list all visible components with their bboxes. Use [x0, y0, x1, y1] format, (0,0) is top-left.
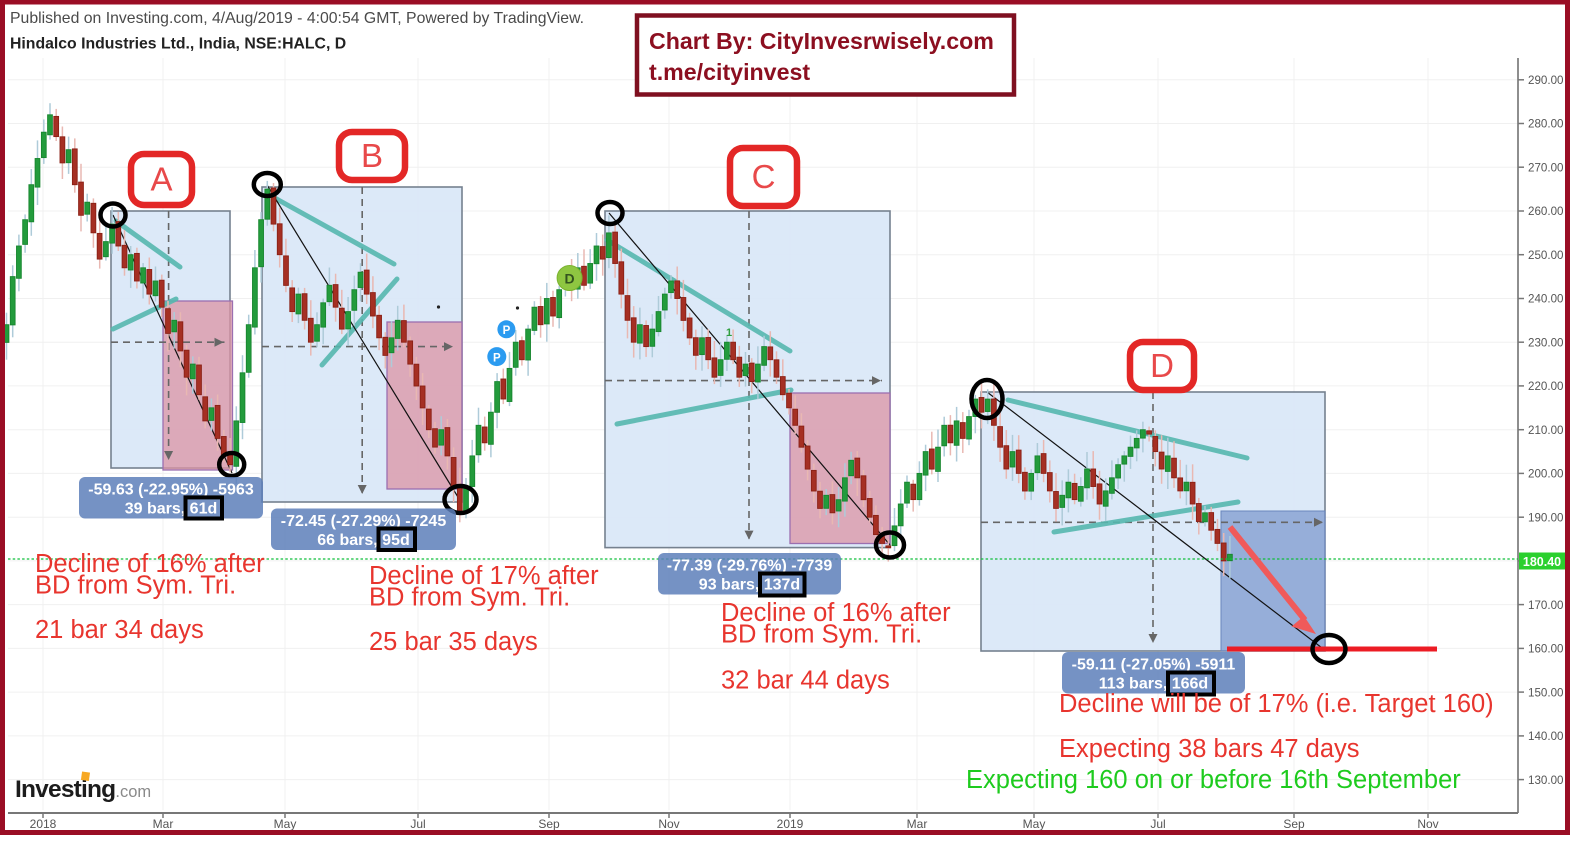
svg-text:260.00: 260.00 [1528, 205, 1563, 218]
svg-text:200.00: 200.00 [1528, 468, 1563, 481]
svg-text:May: May [1023, 817, 1046, 831]
svg-text:C: C [752, 158, 776, 195]
svg-text:Hindalco Industries Ltd., Indi: Hindalco Industries Ltd., India, NSE:HAL… [10, 36, 346, 53]
svg-text:180.40: 180.40 [1523, 555, 1561, 569]
svg-text:21 bar 34 days: 21 bar 34 days [35, 616, 204, 644]
svg-text:Nov: Nov [658, 817, 679, 831]
svg-text:Decline of 16% after: Decline of 16% after [721, 599, 951, 627]
svg-text:230.00: 230.00 [1528, 336, 1563, 349]
svg-text:66 bars, 95d: 66 bars, 95d [317, 532, 410, 549]
svg-text:-59.11 (-27.05%) -5911: -59.11 (-27.05%) -5911 [1072, 657, 1236, 674]
svg-text:Decline will be of 17% (i.e. T: Decline will be of 17% (i.e. Target 160) [1059, 690, 1494, 718]
svg-text:160.00: 160.00 [1528, 643, 1563, 656]
svg-text:Decline of 17% after: Decline of 17% after [369, 562, 599, 590]
svg-text:D: D [565, 271, 575, 287]
svg-text:Jul: Jul [1150, 817, 1165, 831]
svg-text:32 bar 44 days: 32 bar 44 days [721, 667, 890, 695]
svg-text:130.00: 130.00 [1528, 774, 1563, 787]
svg-text:Chart By: CityInvesrwisely.com: Chart By: CityInvesrwisely.com [649, 28, 994, 54]
svg-text:Mar: Mar [153, 817, 174, 831]
svg-text:190.00: 190.00 [1528, 511, 1563, 524]
svg-text:25 bar 35 days: 25 bar 35 days [369, 628, 538, 656]
svg-text:B: B [361, 137, 383, 174]
svg-text:P: P [503, 325, 511, 337]
svg-text:113 bars, 166d: 113 bars, 166d [1099, 676, 1208, 693]
svg-text:BD from Sym. Tri.: BD from Sym. Tri. [35, 572, 236, 600]
svg-text:Mar: Mar [907, 817, 928, 831]
svg-text:Published on Investing.com, 4/: Published on Investing.com, 4/Aug/2019 -… [10, 10, 584, 27]
svg-text:270.00: 270.00 [1528, 161, 1563, 174]
svg-text:D: D [1150, 347, 1174, 384]
svg-text:BD from Sym. Tri.: BD from Sym. Tri. [721, 621, 922, 649]
svg-text:Expecting 38 bars 47 days: Expecting 38 bars 47 days [1059, 735, 1360, 763]
svg-text:150.00: 150.00 [1528, 686, 1563, 699]
svg-text:Decline of 16% after: Decline of 16% after [35, 550, 265, 578]
svg-text:Sep: Sep [1283, 817, 1305, 831]
svg-text:A: A [150, 161, 172, 198]
svg-text:210.00: 210.00 [1528, 424, 1563, 437]
svg-text:2018: 2018 [30, 817, 57, 831]
svg-text:BD from Sym. Tri.: BD from Sym. Tri. [369, 584, 570, 612]
svg-text:170.00: 170.00 [1528, 599, 1563, 612]
svg-text:May: May [274, 817, 297, 831]
svg-text:290.00: 290.00 [1528, 74, 1563, 87]
svg-text:t.me/cityinvest: t.me/cityinvest [649, 59, 810, 85]
svg-text:93 bars, 137d: 93 bars, 137d [699, 577, 800, 594]
svg-text:250.00: 250.00 [1528, 249, 1563, 262]
svg-text:2019: 2019 [777, 817, 804, 831]
svg-text:39 bars, 61d: 39 bars, 61d [125, 501, 218, 518]
svg-text:220.00: 220.00 [1528, 380, 1563, 393]
svg-text:P: P [493, 353, 501, 365]
svg-text:Jul: Jul [410, 817, 425, 831]
svg-text:1: 1 [726, 327, 732, 339]
svg-text:-59.63 (-22.95%) -5963: -59.63 (-22.95%) -5963 [88, 482, 254, 499]
svg-text:-72.45 (-27.29%) -7245: -72.45 (-27.29%) -7245 [281, 513, 447, 530]
svg-text:Sep: Sep [538, 817, 560, 831]
svg-text:280.00: 280.00 [1528, 118, 1563, 131]
svg-text:140.00: 140.00 [1528, 730, 1563, 743]
svg-text:240.00: 240.00 [1528, 293, 1563, 306]
svg-text:-77.39 (-29.76%) -7739: -77.39 (-29.76%) -7739 [667, 558, 833, 575]
svg-text:Nov: Nov [1417, 817, 1438, 831]
svg-text:Expecting 160 on or before 16t: Expecting 160 on or before 16th Septembe… [966, 766, 1461, 794]
